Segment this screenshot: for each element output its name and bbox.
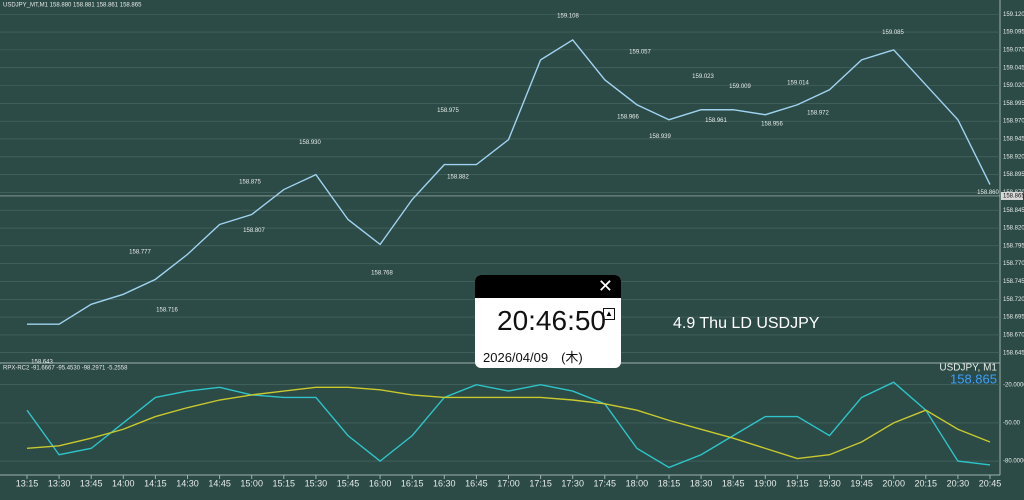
y-tick-label: 158.770 (1003, 261, 1024, 267)
y-tick-label: -80.00000 (1003, 459, 1024, 465)
y-tick-label: 158.945 (1003, 137, 1024, 143)
current-price-big: 158.865 (950, 371, 997, 386)
y-tick-label: 158.820 (1003, 226, 1024, 232)
price-annotation: 158.972 (807, 110, 829, 116)
clock-date: 2026/04/09 (木) (483, 350, 583, 365)
x-tick-label: 19:00 (754, 478, 777, 488)
symbol-label: USDJPY, M1 (939, 363, 997, 374)
y-tick-label: 158.995 (1003, 101, 1024, 107)
x-tick-label: 17:15 (529, 478, 552, 488)
price-annotation: 158.860 (977, 190, 999, 196)
x-tick-label: 19:45 (850, 478, 873, 488)
price-annotation: 159.023 (692, 74, 714, 80)
x-tick-label: 20:00 (882, 478, 905, 488)
price-annotation: 158.956 (761, 122, 783, 128)
x-tick-label: 20:30 (947, 478, 970, 488)
chart-header: USDJPY_MT,M1 158.880 158.881 158.861 158… (3, 3, 142, 9)
x-tick-label: 16:45 (465, 478, 488, 488)
y-tick-label: 158.895 (1003, 172, 1024, 178)
x-tick-label: 16:00 (369, 478, 392, 488)
y-tick-label: 158.745 (1003, 279, 1024, 285)
y-tick-label: 159.070 (1003, 47, 1024, 53)
series-line (27, 38, 991, 325)
x-tick-label: 18:45 (722, 478, 745, 488)
x-tick-label: 14:45 (208, 478, 231, 488)
close-button[interactable]: ✕ (597, 276, 613, 296)
x-tick-label: 20:15 (915, 478, 938, 488)
x-tick-label: 17:00 (497, 478, 520, 488)
overlay-text: 4.9 Thu LD USDJPY (673, 315, 820, 332)
y-tick-label: 158.645 (1003, 350, 1024, 356)
clock-popup: ✕ 20:46:50 ▲ 2026/04/09 (木) (475, 275, 621, 368)
price-annotation: 158.875 (239, 179, 261, 185)
x-tick-label: 18:30 (690, 478, 713, 488)
y-tick-label: 158.845 (1003, 208, 1024, 214)
x-tick-label: 14:15 (144, 478, 167, 488)
price-annotation: 158.961 (705, 118, 727, 124)
x-tick-label: 15:15 (273, 478, 296, 488)
current-price-tag (1001, 191, 1023, 200)
y-tick-label: 159.020 (1003, 83, 1024, 89)
indicator-header: RPX-RC2 -91.6667 -95.4530 -98.2971 -5.25… (3, 366, 128, 372)
x-tick-label: 19:15 (786, 478, 809, 488)
price-annotation: 158.939 (649, 134, 671, 140)
x-tick-label: 16:15 (401, 478, 424, 488)
price-annotation: 159.085 (882, 30, 904, 36)
price-annotation: 158.966 (617, 115, 639, 121)
price-annotation: 159.108 (557, 13, 579, 19)
pin-icon[interactable]: ▲ (603, 308, 615, 320)
y-tick-label: 158.795 (1003, 243, 1024, 249)
price-annotation: 159.057 (629, 50, 651, 56)
y-tick-label: 159.120 (1003, 12, 1024, 18)
series-line (26, 381, 991, 469)
x-tick-label: 13:15 (16, 478, 39, 488)
x-tick-label: 13:30 (48, 478, 71, 488)
x-tick-label: 15:30 (305, 478, 328, 488)
x-tick-label: 18:00 (626, 478, 649, 488)
price-annotation: 158.643 (31, 360, 53, 366)
series-line (26, 386, 991, 460)
x-tick-label: 15:45 (337, 478, 360, 488)
x-tick-label: 18:15 (658, 478, 681, 488)
price-annotation: 158.882 (447, 174, 469, 180)
price-annotation: 159.014 (787, 80, 809, 86)
popup-bar: ✕ (475, 275, 621, 298)
y-tick-label: 158.970 (1003, 119, 1024, 125)
price-annotation: 158.716 (156, 308, 178, 314)
price-annotation: 159.009 (729, 84, 751, 90)
price-annotation: 158.768 (371, 271, 393, 277)
x-tick-label: 14:30 (176, 478, 199, 488)
y-tick-label: 158.670 (1003, 332, 1024, 338)
clock-time: 20:46:50 (497, 305, 606, 336)
y-tick-label: -20.00000 (1003, 382, 1024, 388)
price-annotation: 158.930 (299, 140, 321, 146)
x-tick-label: 17:30 (561, 478, 584, 488)
x-tick-label: 20:45 (979, 478, 1002, 488)
y-tick-label: 158.695 (1003, 315, 1024, 321)
price-annotation: 158.975 (437, 108, 459, 114)
y-tick-label: 159.095 (1003, 30, 1024, 36)
x-tick-label: 15:00 (240, 478, 263, 488)
x-tick-label: 16:30 (433, 478, 456, 488)
y-tick-label: 158.720 (1003, 297, 1024, 303)
x-tick-label: 14:00 (112, 478, 135, 488)
y-tick-label: 159.045 (1003, 65, 1024, 71)
price-annotation: 158.807 (243, 228, 265, 234)
x-tick-label: 19:30 (818, 478, 841, 488)
current-price-label: 158.865 (1003, 194, 1024, 200)
y-tick-label: 158.920 (1003, 154, 1024, 160)
y-tick-label: -50.00 (1003, 420, 1021, 426)
x-tick-label: 13:45 (80, 478, 103, 488)
price-annotation: 158.777 (129, 249, 151, 255)
x-tick-label: 17:45 (594, 478, 617, 488)
